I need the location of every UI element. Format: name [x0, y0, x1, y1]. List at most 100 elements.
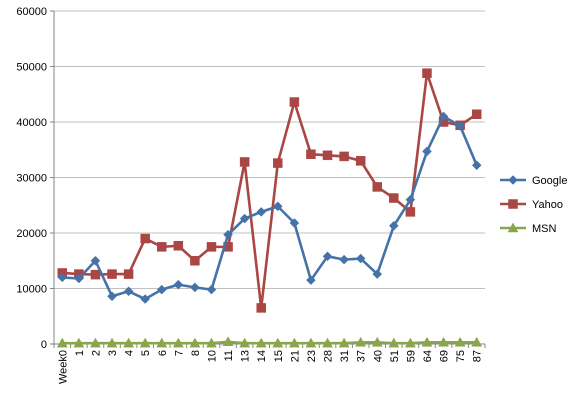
data-point-msn [222, 336, 234, 347]
x-tick-label: 69 [439, 350, 451, 362]
data-point-msn [139, 337, 151, 348]
data-point-google [339, 254, 349, 265]
data-point-yahoo [90, 269, 101, 280]
data-point-google [355, 253, 366, 264]
data-point-google [438, 111, 449, 122]
y-tick-label: 40000 [16, 117, 47, 129]
data-point-msn [322, 337, 333, 348]
x-tick-label: 28 [323, 350, 335, 362]
data-point-yahoo [422, 68, 432, 78]
y-tick-label: 60000 [16, 6, 47, 18]
data-point-google [422, 146, 432, 157]
data-point-yahoo [289, 97, 300, 107]
x-tick-labels: Week0 1 2 3 4 5 6 7 8 10 11 13 14 15 21 23 28 31 37 40 51 59 6… [57, 350, 483, 384]
data-point-google [140, 294, 151, 304]
data-point-google [455, 121, 465, 131]
data-point-yahoo [405, 207, 416, 217]
data-point-msn [371, 336, 383, 347]
data-point-yahoo [107, 269, 117, 279]
y-tick-label: 50000 [16, 62, 47, 74]
data-point-msn [438, 336, 449, 347]
data-point-msn [272, 337, 284, 348]
x-tick-label: 59 [405, 350, 417, 362]
data-point-yahoo [389, 193, 399, 203]
data-point-google [239, 213, 250, 224]
y-tick-label: 30000 [16, 173, 47, 185]
legend-swatch-marker [508, 199, 518, 209]
data-point-google [405, 194, 416, 205]
x-tick-label: 13 [240, 350, 252, 362]
x-tick-label: 40 [372, 350, 384, 362]
x-tick-label: Week0 [57, 350, 69, 384]
data-point-msn [123, 337, 135, 348]
x-tick-label: 23 [306, 350, 318, 362]
data-point-google [90, 255, 101, 266]
x-tick-label: 7 [173, 350, 185, 356]
series-yahoo [57, 68, 482, 313]
data-point-yahoo [157, 242, 167, 252]
data-point-yahoo [339, 151, 349, 162]
legend-label: Google [532, 175, 567, 187]
data-point-msn [421, 336, 433, 347]
data-point-google [173, 279, 184, 290]
data-point-msn [388, 337, 400, 348]
x-tick-label: 3 [107, 350, 119, 356]
x-tick-label: 37 [356, 350, 368, 362]
data-point-google [57, 272, 68, 283]
data-point-yahoo [256, 303, 266, 313]
data-point-google [190, 282, 200, 293]
data-point-yahoo [471, 109, 482, 119]
legend-swatch-marker [507, 222, 519, 233]
data-point-yahoo [322, 150, 333, 161]
data-point-google [372, 269, 383, 279]
data-point-yahoo [239, 157, 250, 167]
legend: Google Yahoo MSN [500, 175, 567, 235]
data-point-google [223, 229, 233, 240]
data-point-yahoo [140, 233, 150, 244]
data-point-yahoo [190, 256, 200, 266]
y-tick-labels: 0 10000 20000 30000 40000 50000 60000 [16, 6, 47, 351]
x-tick-label: 1 [74, 350, 86, 356]
series-google [57, 111, 482, 304]
data-point-yahoo [123, 269, 134, 279]
x-tick-label: 8 [190, 350, 202, 356]
data-point-google [107, 291, 117, 302]
legend-item-yahoo: Yahoo [500, 199, 563, 211]
data-point-msn [355, 336, 367, 347]
data-point-yahoo [355, 156, 366, 166]
x-tick-label: 31 [339, 350, 351, 362]
data-point-google [289, 218, 300, 228]
data-point-yahoo [173, 241, 184, 251]
y-tick-label: 10000 [16, 284, 47, 296]
data-point-google [74, 273, 84, 284]
legend-label: MSN [532, 223, 557, 235]
legend-swatch-marker [508, 175, 518, 185]
data-point-google [388, 220, 399, 231]
data-point-google [471, 160, 482, 171]
data-point-google [156, 284, 167, 295]
x-tick-label: 6 [157, 350, 169, 356]
data-point-msn [73, 337, 85, 348]
x-tick-label: 87 [472, 350, 484, 362]
data-point-yahoo [372, 182, 382, 192]
legend-label: Yahoo [532, 199, 563, 211]
data-point-msn [189, 337, 201, 348]
data-point-google [322, 251, 333, 262]
data-point-msn [404, 337, 416, 348]
data-point-msn [156, 337, 168, 348]
x-tick-label: 75 [455, 350, 467, 362]
data-point-yahoo [206, 242, 217, 252]
data-point-msn [172, 337, 184, 348]
data-point-google [256, 207, 267, 217]
data-point-msn [90, 337, 101, 348]
x-tick-label: 15 [273, 350, 285, 362]
y-tick-label: 0 [41, 339, 47, 351]
x-tick-label: 64 [422, 350, 434, 362]
x-tick-label: 11 [223, 350, 235, 361]
data-point-msn [338, 337, 350, 348]
y-tick-label: 20000 [16, 228, 47, 240]
data-point-msn [255, 337, 267, 348]
data-point-google [306, 275, 316, 286]
legend-item-msn: MSN [500, 222, 557, 235]
